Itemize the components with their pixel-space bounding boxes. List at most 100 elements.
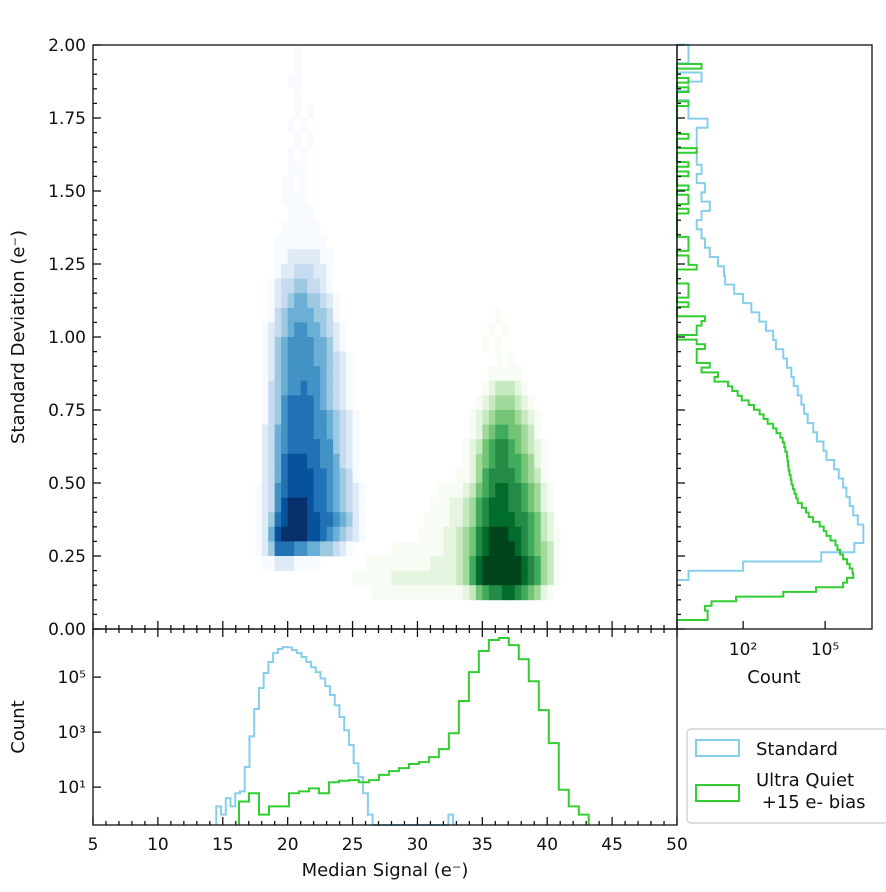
heatmap-cell: [307, 424, 315, 440]
heatmap-cell: [300, 220, 308, 236]
heatmap-cell: [274, 307, 282, 323]
heatmap-cell: [521, 497, 529, 513]
heatmap-cell: [501, 585, 509, 601]
heatmap-cell: [261, 512, 269, 528]
heatmap-cell: [397, 541, 405, 557]
heatmap-cell: [534, 410, 542, 425]
heatmap-cell: [469, 439, 477, 455]
heatmap-cell: [287, 439, 295, 455]
heatmap-cell: [475, 483, 483, 498]
heatmap-cell: [300, 337, 308, 352]
heatmap-cell: [326, 483, 334, 498]
heatmap-cell: [287, 307, 295, 323]
heatmap-cell: [495, 512, 503, 528]
heatmap-cell: [527, 556, 535, 571]
heatmap-cell: [521, 526, 529, 542]
heatmap-cell: [508, 585, 516, 601]
heatmap-cell: [294, 249, 302, 265]
heatmap-cell: [436, 556, 444, 571]
heatmap-cell: [482, 526, 490, 542]
heatmap-cell: [346, 424, 353, 440]
heatmap-cell: [508, 570, 516, 586]
heatmap-cell: [333, 497, 340, 513]
heatmap-cell: [294, 220, 302, 236]
heatmap-cell: [456, 497, 464, 513]
heatmap-cell: [521, 585, 529, 601]
heatmap-cell: [294, 410, 302, 425]
heatmap-cell: [417, 556, 425, 571]
heatmap-cell: [307, 541, 315, 557]
heatmap-cell: [294, 483, 302, 498]
heatmap-cell: [527, 410, 535, 425]
x-tick-label: 15: [212, 835, 234, 855]
heatmap-cell: [261, 395, 269, 411]
heatmap-cell: [436, 483, 444, 498]
heatmap-cell: [475, 468, 483, 484]
heatmap-cell: [326, 322, 334, 338]
heatmap-cell: [333, 526, 340, 542]
heatmap-cell: [268, 337, 276, 352]
heatmap-cell: [527, 541, 535, 557]
x-tick-label: 45: [601, 835, 623, 855]
heatmap-cell: [488, 497, 496, 513]
heatmap-cell: [514, 468, 522, 484]
heatmap-cell: [508, 439, 516, 455]
heatmap-cell: [300, 147, 308, 163]
heatmap-cell: [482, 468, 490, 484]
heatmap-cell: [488, 395, 496, 411]
heatmap-cell: [514, 380, 522, 396]
right-panel-frame: [676, 44, 873, 630]
heatmap-cell: [462, 556, 470, 571]
heatmap-cell: [261, 468, 269, 484]
heatmap-cell: [287, 191, 295, 206]
heatmap-cell: [294, 322, 302, 338]
heatmap-cell: [456, 512, 464, 528]
heatmap-cell: [475, 453, 483, 469]
heatmap-cell: [320, 483, 327, 498]
heatmap-cell: [501, 439, 509, 455]
heatmap-cell: [501, 380, 509, 396]
heatmap-cell: [307, 497, 315, 513]
heatmap-cell: [313, 322, 321, 338]
heatmap-cell: [527, 424, 535, 440]
heatmap-cell: [287, 468, 295, 484]
heatmap-cell: [294, 366, 302, 382]
heatmap-cell: [339, 424, 347, 440]
legend-label-standard: Standard: [756, 739, 838, 760]
heatmap-cell: [475, 526, 483, 542]
heatmap-cell: [261, 366, 269, 382]
heatmap-cell: [287, 453, 295, 469]
heatmap-cell: [423, 541, 431, 557]
heatmap-cell: [534, 585, 542, 601]
heatmap-cell: [488, 585, 496, 601]
heatmap-cell: [527, 483, 535, 498]
heatmap-cell: [333, 541, 340, 557]
heatmap-cell: [508, 424, 516, 440]
heatmap-cell: [521, 410, 529, 425]
heatmap-cell: [352, 512, 360, 528]
heatmap-cell: [553, 541, 561, 557]
heatmap-cell: [294, 234, 302, 250]
heatmap-cell: [320, 293, 327, 309]
heatmap-cell: [359, 512, 366, 528]
heatmap-cell: [281, 322, 289, 338]
heatmap-cell: [320, 424, 327, 440]
heatmap-cell: [307, 512, 315, 528]
heatmap-cell: [495, 439, 503, 455]
heatmap-cell: [313, 293, 321, 309]
heatmap-cell: [462, 439, 470, 455]
heatmap-cell: [462, 526, 470, 542]
heatmap-cell: [268, 395, 276, 411]
legend-label-ultra-quiet-line2: +15 e- bias: [756, 792, 866, 813]
heatmap-cell: [320, 337, 327, 352]
heatmap-cell: [294, 45, 302, 60]
heatmap-cell: [346, 541, 353, 557]
heatmap-cell: [326, 293, 334, 309]
heatmap-cell: [268, 468, 276, 484]
heatmap-cell: [313, 483, 321, 498]
heatmap-cell: [456, 585, 464, 601]
heatmap-cell: [469, 468, 477, 484]
heatmap-cell: [488, 366, 496, 382]
heatmap-cell: [495, 526, 503, 542]
heatmap-cell: [501, 395, 509, 411]
